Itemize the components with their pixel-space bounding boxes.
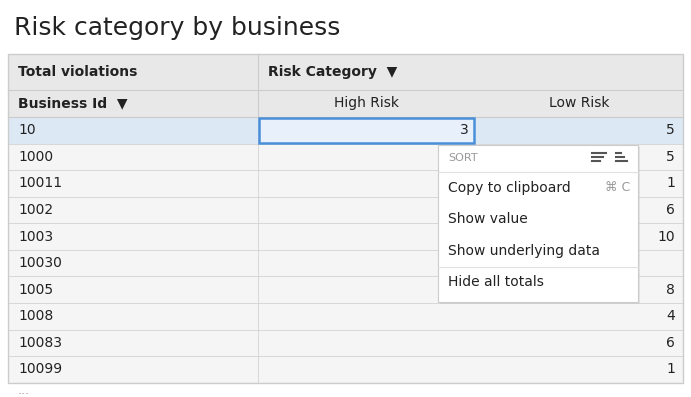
Bar	[475, 303, 683, 330]
Bar	[258, 330, 475, 356]
Text: 1002: 1002	[18, 203, 53, 217]
Text: Risk category by business: Risk category by business	[14, 15, 341, 40]
Bar	[8, 144, 258, 170]
Text: Show underlying data: Show underlying data	[448, 244, 600, 258]
Bar	[8, 54, 683, 383]
Bar	[258, 276, 475, 303]
Text: 1005: 1005	[18, 283, 53, 297]
Text: 6: 6	[666, 203, 675, 217]
Bar	[258, 356, 475, 383]
Text: 10099: 10099	[18, 362, 62, 376]
Bar	[475, 276, 683, 303]
Bar	[438, 145, 638, 302]
Bar	[475, 197, 683, 223]
Text: Low Risk: Low Risk	[549, 96, 609, 110]
Text: 10030: 10030	[18, 256, 62, 270]
Text: Business Id  ▼: Business Id ▼	[18, 96, 128, 110]
Bar	[258, 197, 475, 223]
Bar	[8, 250, 258, 276]
Bar	[258, 250, 475, 276]
Bar	[475, 170, 683, 197]
Bar	[259, 118, 474, 143]
Bar	[475, 117, 683, 144]
Text: 10: 10	[18, 123, 36, 137]
Bar	[8, 356, 258, 383]
Text: ⌘ C: ⌘ C	[605, 181, 630, 195]
Text: 1000: 1000	[18, 150, 53, 164]
Bar	[475, 330, 683, 356]
Bar	[8, 303, 258, 330]
Text: Show value: Show value	[448, 212, 528, 226]
Bar	[475, 356, 683, 383]
Text: 8: 8	[666, 283, 675, 297]
Bar	[475, 89, 683, 117]
Text: 5: 5	[666, 150, 675, 164]
Text: 1: 1	[666, 362, 675, 376]
Bar	[8, 170, 258, 197]
Bar	[440, 146, 640, 304]
Bar	[258, 117, 475, 144]
Bar	[258, 223, 475, 250]
Bar	[8, 330, 258, 356]
Text: SORT: SORT	[448, 153, 477, 163]
Text: 3: 3	[460, 123, 469, 137]
Bar	[475, 250, 683, 276]
Bar	[258, 170, 475, 197]
Text: 1003: 1003	[18, 229, 53, 244]
Bar	[8, 197, 258, 223]
Bar	[475, 144, 683, 170]
Text: Hide all totals: Hide all totals	[448, 275, 544, 289]
Bar	[8, 54, 258, 89]
Text: High Risk: High Risk	[334, 96, 399, 110]
Text: 10083: 10083	[18, 336, 62, 350]
Text: ...: ...	[18, 384, 30, 397]
Text: 3: 3	[460, 123, 469, 137]
Text: 5: 5	[666, 123, 675, 137]
Bar	[8, 223, 258, 250]
Bar	[258, 303, 475, 330]
Text: 6: 6	[666, 336, 675, 350]
Text: 10: 10	[657, 229, 675, 244]
Bar	[475, 223, 683, 250]
Bar	[8, 117, 258, 144]
Text: Copy to clipboard: Copy to clipboard	[448, 181, 571, 195]
Bar	[8, 276, 258, 303]
Bar	[258, 54, 683, 89]
Text: Total violations: Total violations	[18, 65, 138, 79]
Bar	[258, 144, 475, 170]
Text: 1008: 1008	[18, 309, 53, 323]
Text: 1: 1	[666, 176, 675, 191]
Text: 10011: 10011	[18, 176, 62, 191]
Bar	[258, 89, 475, 117]
Bar	[8, 89, 258, 117]
Text: 4: 4	[666, 309, 675, 323]
Text: Risk Category  ▼: Risk Category ▼	[268, 65, 397, 79]
